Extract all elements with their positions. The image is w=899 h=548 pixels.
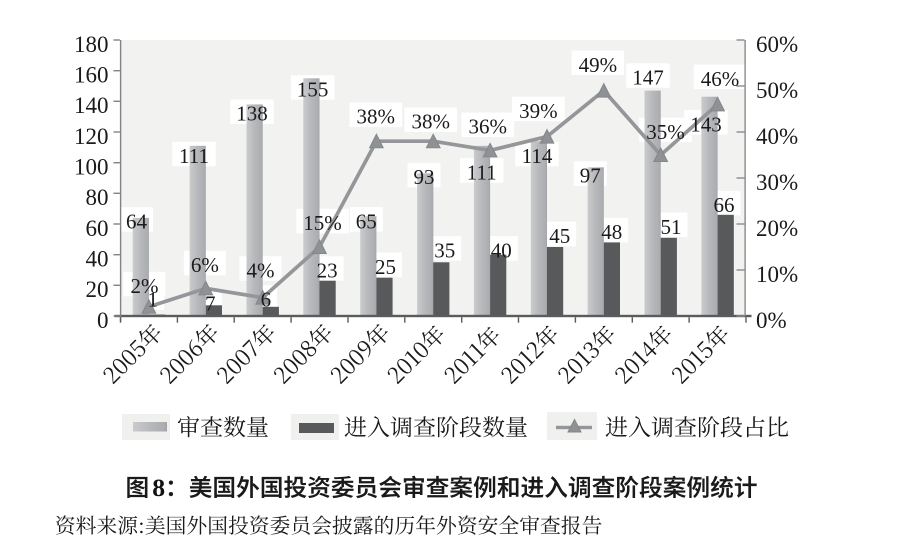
svg-text:4%: 4% <box>247 259 275 283</box>
svg-text:100: 100 <box>74 155 109 180</box>
svg-text:80: 80 <box>86 185 109 210</box>
svg-text:97: 97 <box>580 164 601 188</box>
svg-text:2%: 2% <box>131 274 159 298</box>
svg-text:51: 51 <box>661 215 682 239</box>
svg-text:7: 7 <box>205 291 216 315</box>
svg-text:114: 114 <box>522 144 553 168</box>
svg-text:23: 23 <box>317 259 338 283</box>
svg-text:0: 0 <box>97 308 109 333</box>
svg-text:0%: 0% <box>756 308 787 333</box>
svg-text:39%: 39% <box>519 99 558 123</box>
svg-text:38%: 38% <box>357 105 396 129</box>
svg-text:49%: 49% <box>579 53 618 77</box>
svg-text:45: 45 <box>549 224 570 248</box>
svg-text:120: 120 <box>74 124 109 149</box>
svg-text:60: 60 <box>86 216 109 241</box>
svg-text:20%: 20% <box>756 216 798 241</box>
svg-text:30%: 30% <box>756 170 798 195</box>
svg-text:111: 111 <box>179 144 209 168</box>
svg-text:25: 25 <box>375 255 396 279</box>
svg-text:10%: 10% <box>756 262 798 287</box>
svg-text:60%: 60% <box>756 32 798 57</box>
svg-text:93: 93 <box>414 165 435 189</box>
svg-text:35%: 35% <box>646 120 685 144</box>
svg-text:160: 160 <box>74 63 109 88</box>
svg-text:147: 147 <box>632 66 664 90</box>
svg-text:8: 8 <box>152 473 165 502</box>
svg-text:40: 40 <box>86 247 109 272</box>
svg-text:111: 111 <box>467 161 497 185</box>
svg-text:138: 138 <box>236 102 268 126</box>
svg-text:50%: 50% <box>756 78 798 103</box>
svg-text:143: 143 <box>690 112 722 136</box>
svg-text:180: 180 <box>74 32 109 57</box>
svg-text:36%: 36% <box>468 115 507 139</box>
svg-text:66: 66 <box>714 193 735 217</box>
svg-text:48: 48 <box>601 220 622 244</box>
svg-text:15%: 15% <box>303 211 342 235</box>
svg-text:65: 65 <box>356 209 377 233</box>
svg-text:38%: 38% <box>412 110 451 134</box>
svg-text:46%: 46% <box>701 67 740 91</box>
svg-text:40: 40 <box>491 239 512 263</box>
svg-text:20: 20 <box>86 277 109 302</box>
svg-text:1: 1 <box>148 288 159 312</box>
svg-text:140: 140 <box>74 93 109 118</box>
svg-text:6%: 6% <box>191 253 219 277</box>
svg-text:40%: 40% <box>756 124 798 149</box>
svg-text:6: 6 <box>261 288 272 312</box>
svg-text:35: 35 <box>434 239 455 263</box>
svg-text:64: 64 <box>126 210 148 234</box>
svg-text:155: 155 <box>297 78 329 102</box>
